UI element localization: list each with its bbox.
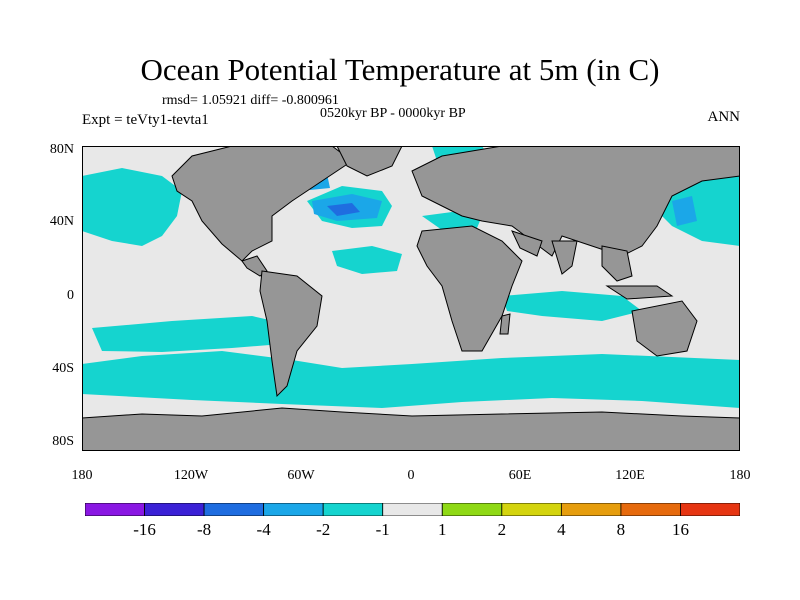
cooling-strong xyxy=(327,203,360,216)
lat-tick-80s: 80S xyxy=(52,434,74,449)
colorbar-swatch xyxy=(680,503,740,516)
colorbar-label: -2 xyxy=(316,520,331,539)
map-title: Ocean Potential Temperature at 5m (in C) xyxy=(140,52,660,87)
colorbar-label: -1 xyxy=(375,520,390,539)
colorbar-swatch xyxy=(144,503,205,516)
lat-tick-0: 0 xyxy=(67,288,74,303)
plot-frame xyxy=(82,146,740,451)
colorbar-swatch xyxy=(560,503,622,516)
lon-tick-0: 0 xyxy=(407,468,415,483)
colorbar-label: -8 xyxy=(196,520,212,539)
colorbar-swatch xyxy=(203,503,265,516)
colorbar-swatch xyxy=(382,503,443,516)
cooling-cyan xyxy=(82,146,740,408)
lat-tick-40s: 40S xyxy=(52,361,74,376)
lon-tick-180w: 180 xyxy=(71,468,93,483)
lon-tick-180e: 180 xyxy=(729,468,751,483)
lat-tick-40n: 40N xyxy=(49,214,74,229)
lon-tick-60e: 60E xyxy=(508,468,532,483)
colorbar-swatch xyxy=(322,503,384,516)
land xyxy=(82,146,740,451)
colorbar-swatch xyxy=(620,503,681,516)
lon-tick-120w: 120W xyxy=(173,468,209,483)
map-plot xyxy=(82,146,740,451)
colorbar-swatch xyxy=(263,503,324,516)
colorbar-label: 8 xyxy=(616,520,626,539)
colorbar-label: 16 xyxy=(671,520,689,539)
experiment-label: Expt = teVty1-tevta1 xyxy=(82,112,209,128)
colorbar-label: 4 xyxy=(557,520,566,539)
lon-tick-60w: 60W xyxy=(287,468,315,483)
colorbar-swatch xyxy=(501,503,562,516)
colorbar-swatch xyxy=(441,503,503,516)
lon-tick-120e: 120E xyxy=(615,468,645,483)
colorbar-label: 2 xyxy=(497,520,507,539)
colorbar-swatch xyxy=(85,503,145,516)
lat-tick-80n: 80N xyxy=(49,142,74,157)
stats-label: rmsd= 1.05921 diff= -0.800961 xyxy=(162,93,339,108)
season-label: ANN xyxy=(707,109,741,125)
period-label: 0520kyr BP - 0000kyr BP xyxy=(320,106,466,121)
colorbar xyxy=(85,503,740,516)
colorbar-label: -16 xyxy=(133,520,156,539)
colorbar-label: -4 xyxy=(256,520,271,539)
colorbar-label: 1 xyxy=(438,520,447,539)
